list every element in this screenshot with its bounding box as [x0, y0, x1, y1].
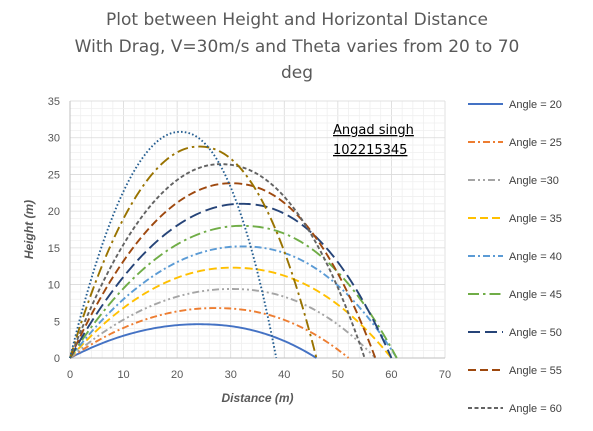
- annotation-name: Angad singh: [333, 123, 414, 138]
- y-tick-label: 20: [48, 206, 60, 218]
- series-line: [69, 323, 317, 359]
- x-tick-label: 0: [67, 369, 73, 381]
- x-tick-label: 40: [278, 369, 290, 381]
- legend-label: Angle = 60: [509, 403, 562, 415]
- y-tick-label: 10: [48, 280, 60, 292]
- series-group: [69, 130, 398, 359]
- y-axis-title: Height (m): [22, 200, 36, 259]
- tick-labels: 0 10 20 30 40 50 60 70 0 5 10 15 20 25 30 35: [48, 96, 451, 381]
- series-line: [69, 182, 377, 359]
- legend-label: Angle = 40: [509, 251, 562, 263]
- series-line: [69, 245, 398, 359]
- legend-label: Angle = 20: [509, 99, 562, 111]
- chart-title-line: Plot between Height and Horizontal Dista…: [106, 10, 488, 30]
- series-line: [69, 307, 350, 359]
- annotation: Angad singh 102215345: [333, 123, 414, 158]
- chart-title-line: With Drag, V=30m/s and Theta varies from…: [75, 37, 520, 57]
- series-line: [69, 202, 393, 359]
- x-tick-label: 30: [225, 369, 237, 381]
- legend-label: Angle =30: [509, 175, 559, 187]
- x-tick-label: 60: [385, 369, 397, 381]
- y-tick-label: 5: [54, 316, 60, 328]
- chart-title-line: deg: [281, 63, 313, 83]
- legend-label: Angle = 55: [509, 365, 562, 377]
- y-tick-label: 25: [48, 169, 60, 181]
- grid: [69, 100, 446, 359]
- x-tick-label: 20: [171, 369, 183, 381]
- series-line: [69, 163, 366, 359]
- y-tick-label: 15: [48, 243, 60, 255]
- x-axis-title: Distance (m): [221, 391, 293, 405]
- legend-label: Angle = 25: [509, 137, 562, 149]
- chart-title: Plot between Height and Horizontal Dista…: [75, 10, 520, 83]
- legend: Angle = 20 Angle = 25 Angle =30 Angle = 35 A…: [468, 99, 562, 415]
- series-line: [69, 266, 393, 359]
- y-tick-label: 0: [54, 353, 60, 365]
- x-tick-label: 70: [439, 369, 451, 381]
- series-line: [69, 130, 278, 359]
- annotation-id: 102215345: [333, 143, 407, 158]
- legend-label: Angle = 50: [509, 327, 562, 339]
- axes: [69, 101, 445, 359]
- legend-label: Angle = 45: [509, 289, 562, 301]
- x-tick-label: 10: [117, 369, 129, 381]
- legend-label: Angle = 35: [509, 213, 562, 225]
- series-line: [69, 145, 318, 359]
- y-tick-label: 30: [48, 133, 60, 145]
- x-tick-label: 50: [332, 369, 344, 381]
- series-line: [69, 224, 398, 359]
- series-line: [69, 288, 377, 359]
- axis-titles: Distance (m) Height (m): [22, 200, 294, 405]
- y-tick-label: 35: [48, 96, 60, 108]
